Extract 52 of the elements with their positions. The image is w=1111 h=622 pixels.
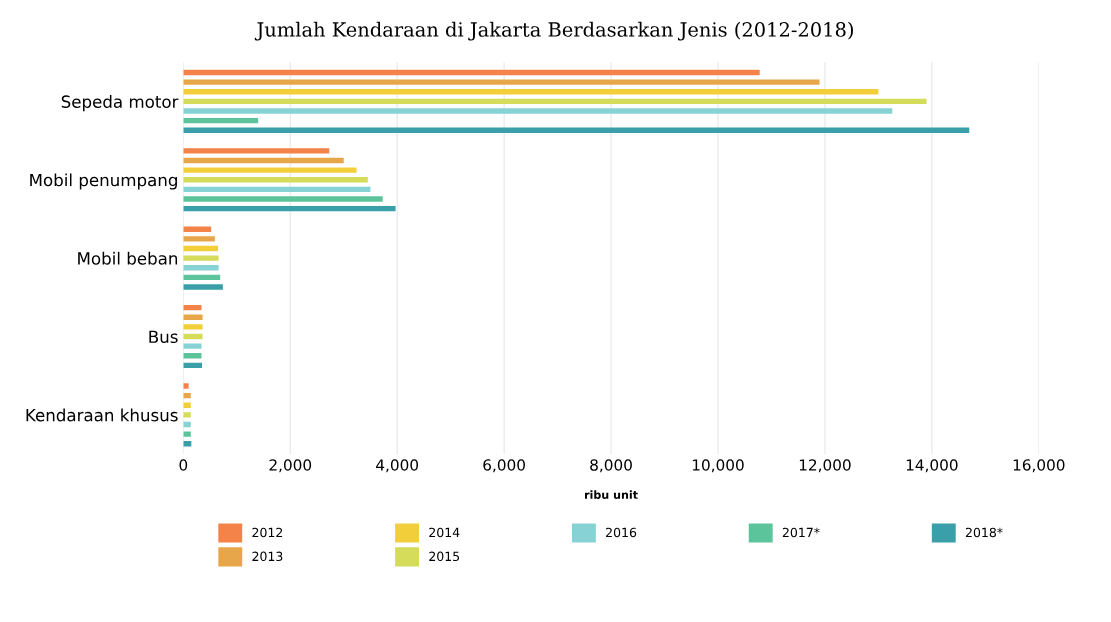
y-tick-label: Mobil beban [78, 251, 178, 265]
legend-label: 2013 [252, 551, 283, 562]
bar [183, 69, 760, 76]
y-tick-label: Bus [149, 330, 178, 344]
bar [183, 274, 221, 281]
bar [183, 206, 396, 212]
x-tick-label: 10,000 [692, 459, 744, 473]
x-tick-label: 16,000 [1013, 459, 1065, 473]
bar [183, 148, 330, 154]
bar [183, 383, 189, 389]
bar [183, 343, 202, 349]
x-tick-label: 6,000 [483, 459, 525, 473]
bar [183, 118, 259, 124]
bar [183, 324, 203, 330]
bar [183, 245, 219, 252]
y-tick-label: Kendaraan khusus [26, 408, 178, 422]
legend-label: 2018* [965, 527, 1003, 538]
legend-label: 2014 [429, 527, 460, 538]
legend-label: 2012 [252, 527, 283, 538]
bar [183, 265, 219, 271]
x-tick-label: 4,000 [376, 459, 419, 473]
bar [183, 186, 371, 193]
bar [183, 89, 879, 95]
legend-label: 2016 [606, 527, 637, 538]
x-tick-label: 0 [179, 459, 188, 471]
x-axis-title: ribu unit [585, 490, 638, 499]
bar [183, 412, 191, 418]
bar [183, 314, 203, 320]
bar [183, 98, 927, 105]
bar [183, 333, 203, 340]
bar [183, 284, 223, 290]
bar [183, 167, 357, 173]
x-tick-label: 2,000 [269, 459, 312, 473]
legend-label: 2015 [429, 551, 460, 562]
x-tick-label: 14,000 [906, 459, 958, 473]
bar [183, 196, 383, 202]
legend-label: 2017* [782, 527, 820, 538]
bar [183, 79, 820, 85]
bar [183, 362, 203, 369]
x-tick-label: 12,000 [799, 459, 851, 473]
x-tick-label: 8,000 [590, 459, 632, 473]
bar [183, 431, 191, 437]
bar [183, 226, 212, 232]
bar [183, 127, 970, 133]
bar [183, 236, 215, 242]
bar [183, 177, 368, 183]
bar [183, 255, 219, 261]
bar [183, 108, 893, 114]
chart-title: Jumlah Kendaraan di Jakarta Berdasarkan Jenis (2012-2018) [254, 21, 853, 41]
bar [183, 157, 344, 164]
y-tick-label: Mobil penumpang [30, 173, 177, 190]
y-tick-label: Sepeda motor [61, 95, 179, 112]
